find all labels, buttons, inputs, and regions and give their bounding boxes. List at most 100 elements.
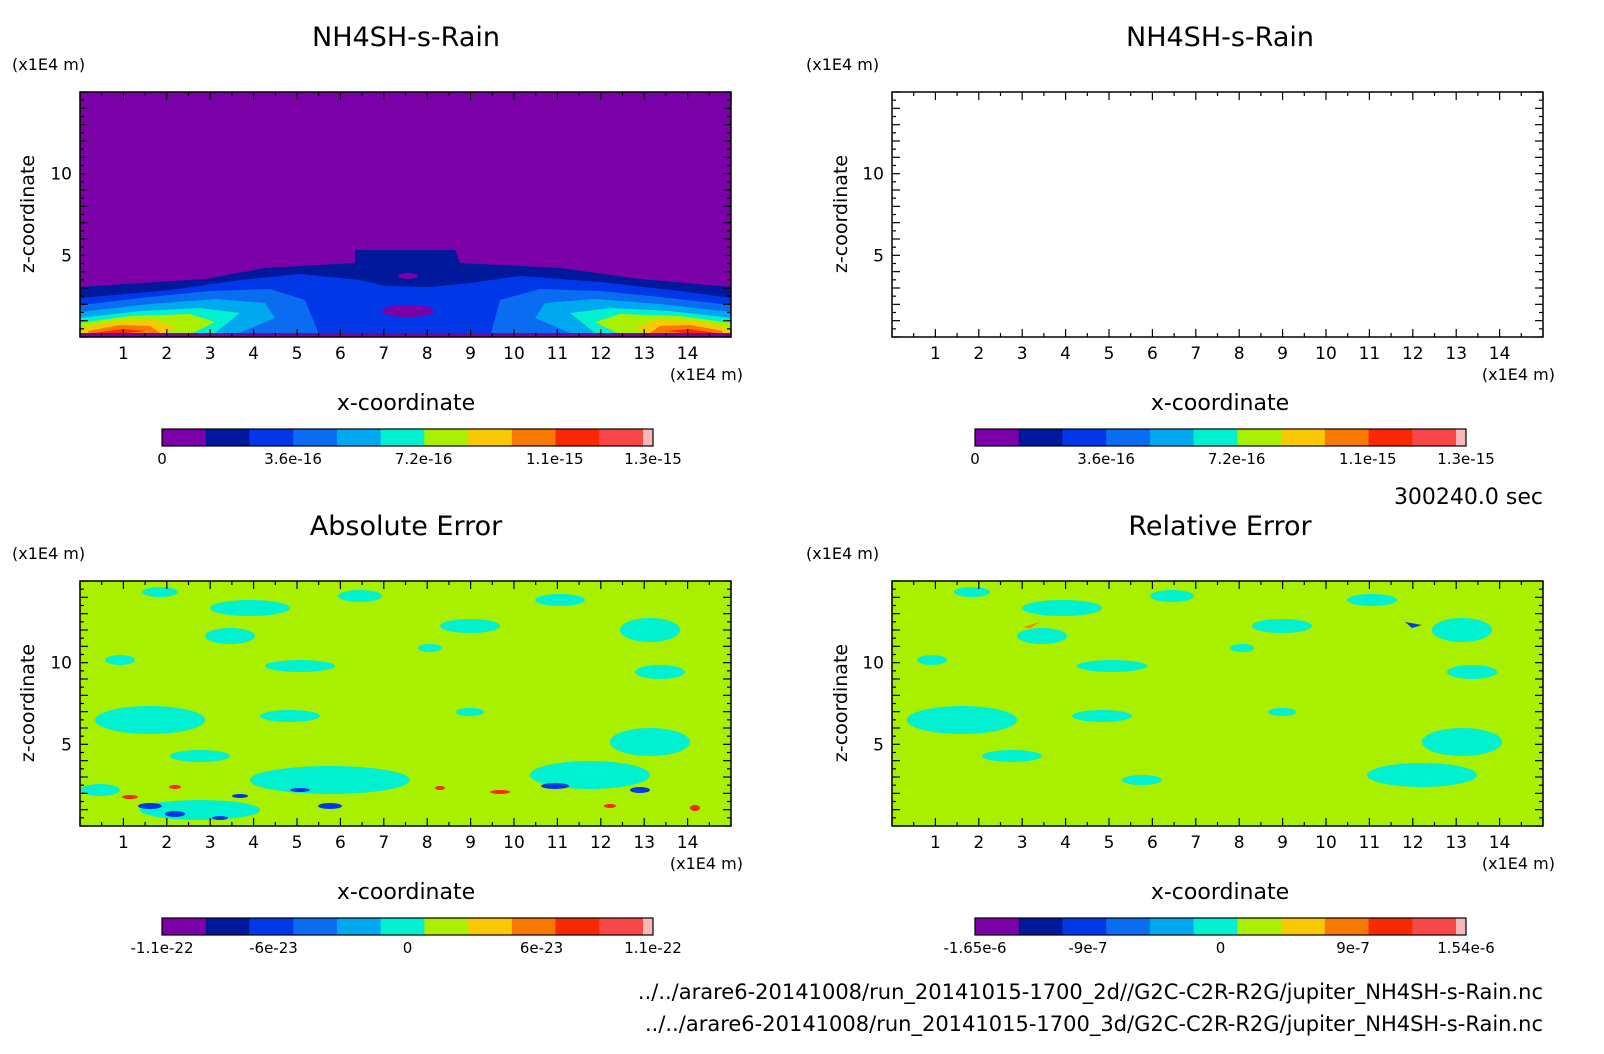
x-tick-label: 14 [677, 833, 699, 853]
colorbar-segment [205, 918, 250, 935]
x-tick-label: 9 [1277, 344, 1288, 364]
x-tick-label: 11 [547, 344, 569, 364]
x-tick-label: 9 [465, 833, 476, 853]
contour-cyan-r [1382, 308, 1543, 337]
colorbar-end-segment [643, 429, 653, 446]
colorbar-segment [1018, 429, 1063, 446]
red-speckles [122, 785, 700, 811]
colorbar-label: 3.6e-16 [264, 450, 322, 468]
y-axis-label: z-coordinate [830, 155, 852, 273]
x-tick-label: 8 [1234, 344, 1245, 364]
colorbar-segment [1062, 429, 1107, 446]
colorbar-segment [1324, 429, 1370, 446]
x-tick-label: 8 [1234, 833, 1245, 853]
colorbar-label: 1.3e-15 [1437, 450, 1495, 468]
colorbar-segment [1281, 429, 1326, 446]
time-label: 300240.0 sec [1394, 485, 1543, 510]
colorbar-label: 9e-7 [1336, 939, 1370, 957]
colorbar-segment [1106, 429, 1151, 446]
colorbar-label: 3.6e-16 [1077, 450, 1135, 468]
colorbar: -1.1e-22 -6e-23 0 6e-23 1.1e-22 [131, 917, 682, 957]
contour-orange-r [1462, 325, 1535, 337]
colorbar-label: -6e-23 [249, 939, 298, 957]
panel-title: Relative Error [1128, 511, 1312, 542]
colorbar-segment [599, 918, 644, 935]
colorbar-segment [1412, 918, 1457, 935]
cyan-patches [907, 587, 1502, 787]
y-tick-label: 5 [873, 246, 884, 266]
contour-cyan [892, 308, 1052, 337]
contour-navy [892, 250, 1543, 337]
x-tick-label: 1 [118, 344, 129, 364]
colorbar-label: 0 [403, 939, 413, 957]
colorbar-label: -9e-7 [1068, 939, 1107, 957]
panel-title: NH4SH-s-Rain [1126, 22, 1314, 53]
x-tick-label: 3 [205, 833, 216, 853]
field-background [892, 581, 1543, 826]
x-tick-label: 7 [378, 344, 389, 364]
y-tick-label: 10 [50, 654, 72, 674]
plot-frame [891, 91, 1544, 338]
colorbar-segment [555, 918, 600, 935]
x-tick-label: 11 [547, 833, 569, 853]
x-tick-label: 11 [1359, 344, 1381, 364]
y-unit-label: (x1E4 m) [806, 55, 879, 74]
colorbar-segment [511, 429, 557, 446]
colorbar-segment [424, 918, 469, 935]
contour-red-r [1478, 329, 1528, 336]
colorbar-segment [205, 429, 250, 446]
colorbar-segment [1237, 918, 1282, 935]
colorbar-end-segment [643, 918, 653, 935]
colorbar-segment [424, 429, 469, 446]
colorbar-segment [555, 429, 600, 446]
x-tick-label: 12 [590, 833, 612, 853]
x-tick-label: 10 [1315, 344, 1337, 364]
contour-red [907, 329, 957, 336]
contour-center-purple [1194, 305, 1246, 317]
colorbar-segment [975, 918, 1020, 935]
y-axis-label: z-coordinate [17, 644, 39, 762]
colorbar-label: 7.2e-16 [395, 450, 453, 468]
colorbar-frame [974, 917, 1467, 936]
file-path-2d: ../../arare6-20141008/run_20141015-1700_… [638, 980, 1543, 1005]
x-tick-label: 5 [292, 344, 303, 364]
x-tick-label: 11 [1359, 833, 1381, 853]
x-axis-label: x-coordinate [1151, 391, 1289, 416]
y-unit-label: (x1E4 m) [12, 55, 85, 74]
x-tick-label: 7 [1190, 833, 1201, 853]
colorbar: 0 3.6e-16 7.2e-16 1.1e-15 1.3e-15 [157, 428, 682, 468]
colorbar-segment [336, 429, 382, 446]
colorbar-frame [161, 428, 654, 447]
colorbar-label: 1.1e-15 [1339, 450, 1397, 468]
panel-rain-left: NH4SH-s-Rain (x1E4 m) 1 2 3 4 5 6 7 8 9 10 11 12 [12, 22, 743, 468]
x-tick-label: 5 [292, 833, 303, 853]
panel-title: Absolute Error [310, 511, 503, 542]
x-tick-label: 7 [1190, 344, 1201, 364]
colorbar-label: -1.1e-22 [131, 939, 194, 957]
x-tick-label: 13 [633, 344, 655, 364]
colorbar-segment [249, 429, 294, 446]
colorbar-end-segment [1456, 918, 1466, 935]
contour-lime [892, 314, 1027, 337]
y-axis-label: z-coordinate [17, 155, 39, 273]
colorbar: 0 3.6e-16 7.2e-16 1.1e-15 1.3e-15 [970, 428, 1495, 468]
x-axis-label: x-coordinate [1151, 880, 1289, 905]
panel-relative-error: Relative Error (x1E4 m) 1 2 3 4 5 6 7 8 9 10 11 12 1… [806, 511, 1555, 957]
colorbar-segment [293, 429, 338, 446]
colorbar-segment [162, 429, 207, 446]
colorbar-label: 1.3e-15 [624, 450, 682, 468]
contour-midblue [892, 289, 1132, 337]
colorbar-segment [599, 429, 644, 446]
contour-center-purple2 [398, 273, 418, 279]
colorbar-segment [468, 429, 513, 446]
colorbar-segment [1368, 429, 1413, 446]
x-tick-label: 10 [503, 833, 525, 853]
y-tick-label: 10 [50, 165, 72, 185]
x-tick-label: 2 [161, 833, 172, 853]
x-tick-label: 14 [1489, 344, 1511, 364]
colorbar-segment [380, 918, 425, 935]
